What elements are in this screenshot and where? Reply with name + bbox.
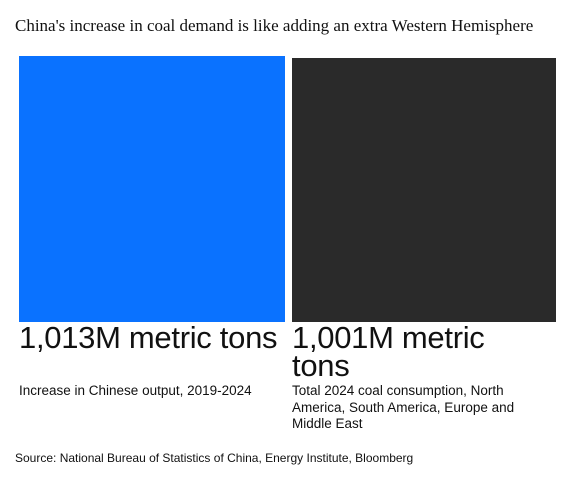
square-western-hemisphere — [292, 57, 557, 322]
chart-title: China's increase in coal demand is like … — [15, 16, 534, 35]
category-label-china-increase: Increase in Chinese output, 2019-2024 — [19, 383, 252, 398]
value-label-western-hemisphere: 1,001M metric tons — [292, 320, 485, 383]
source-note: Source: National Bureau of Statistics of… — [15, 451, 414, 465]
value-label-china-increase: 1,013M metric tons — [19, 320, 278, 355]
square-china-increase — [19, 56, 285, 322]
category-label-western-hemisphere: Total 2024 coal consumption, North Ameri… — [292, 383, 515, 431]
